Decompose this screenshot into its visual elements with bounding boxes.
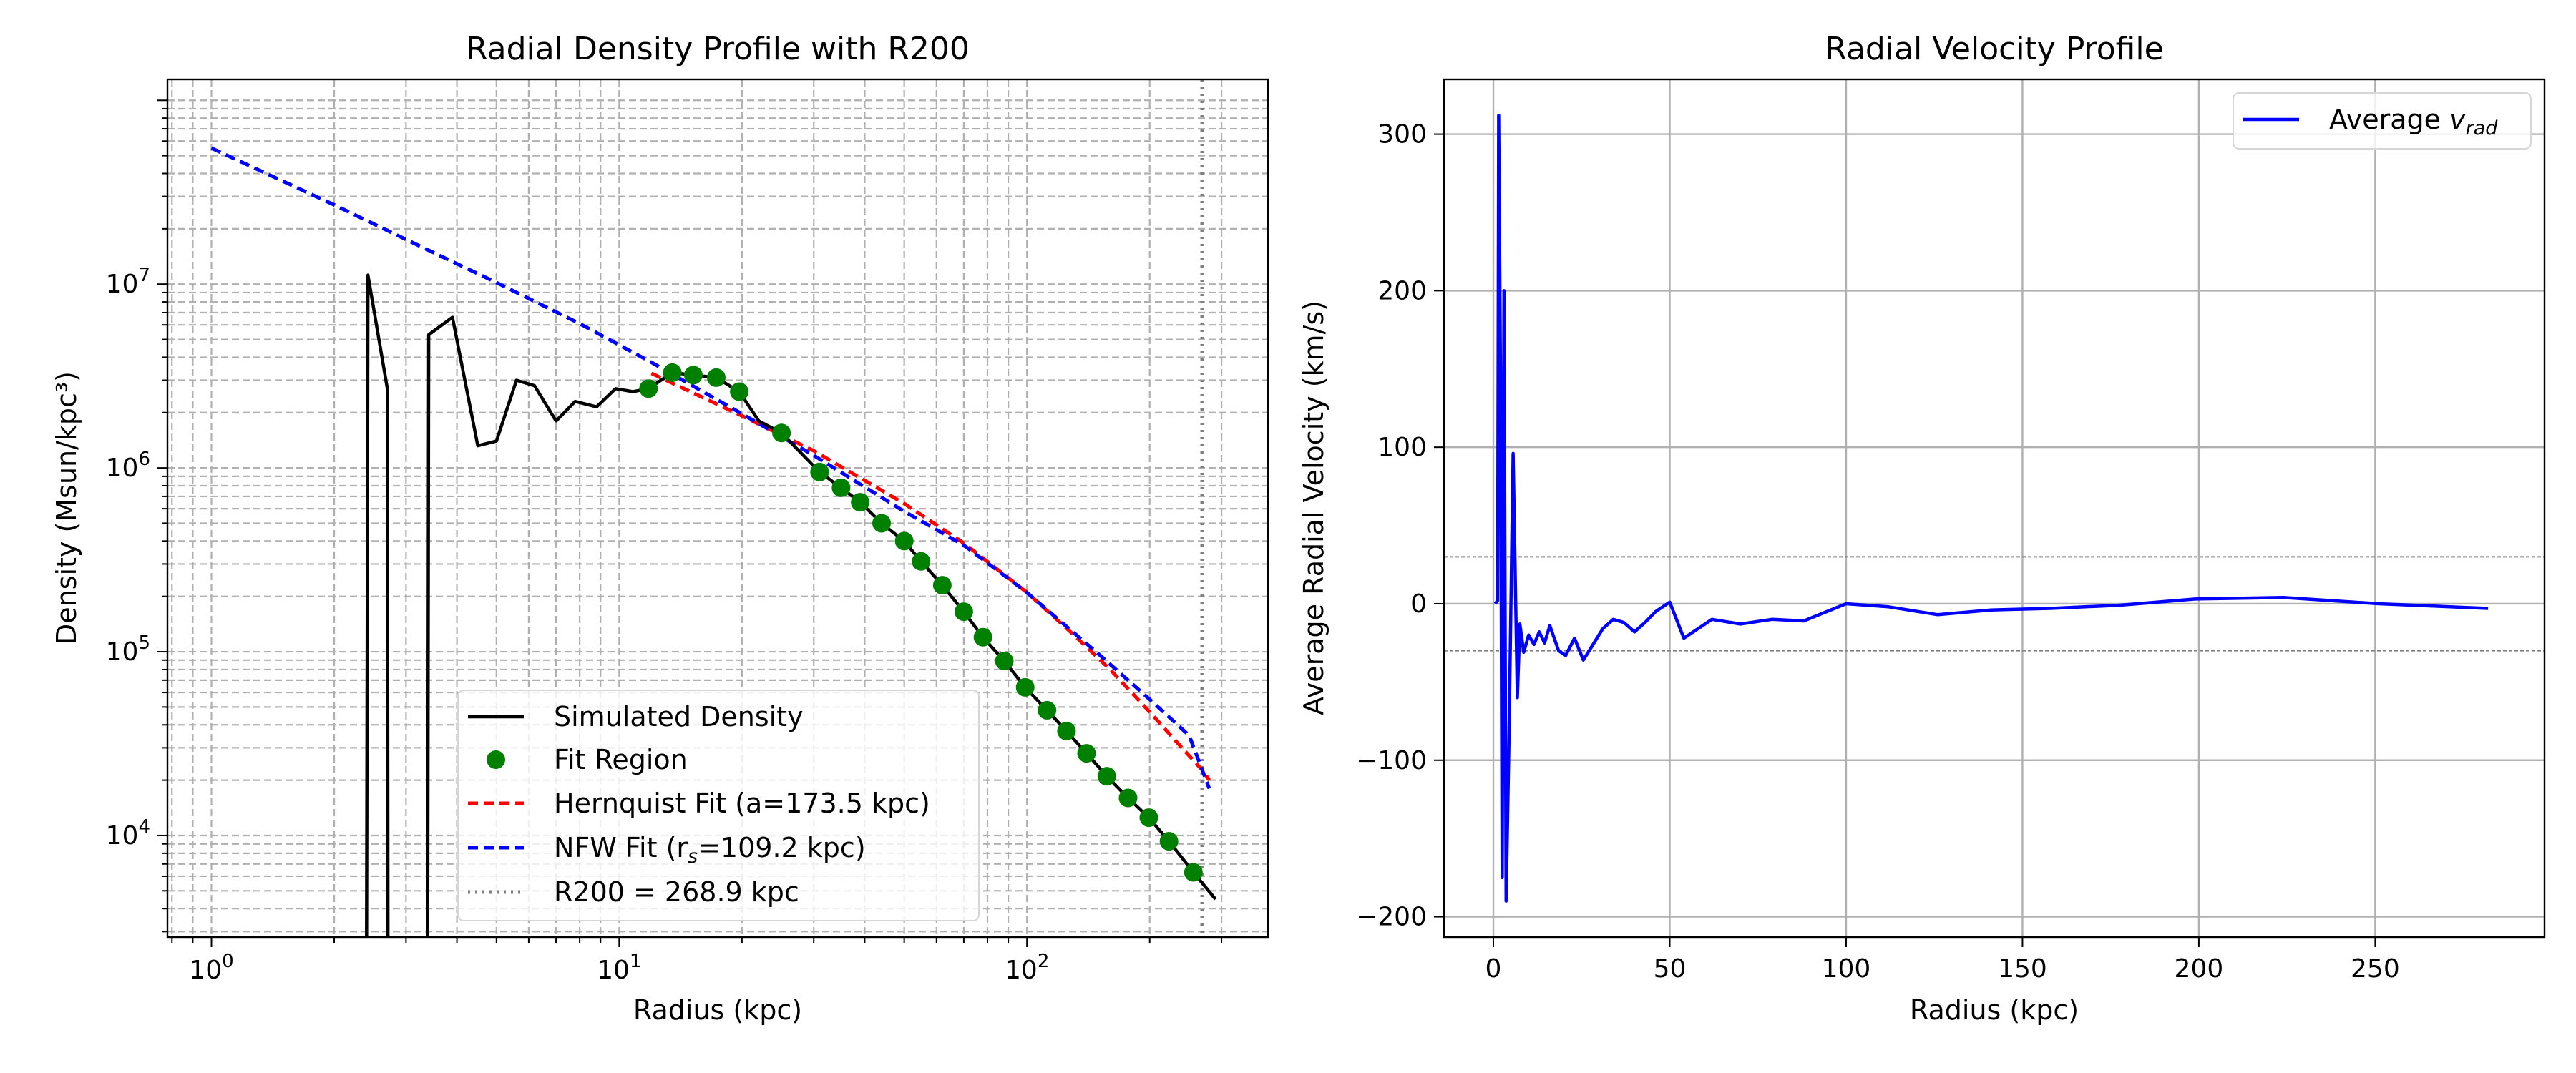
velocity-x-tick-label: 0: [1485, 954, 1502, 984]
legend-label-simulated: Simulated Density: [554, 701, 804, 733]
velocity-legend-box: [2233, 92, 2532, 150]
legend-subscript: s: [688, 846, 698, 868]
velocity-y-axis-label: Average Radial Velocity (km/s): [1298, 300, 1330, 715]
tick-exponent: 1: [630, 951, 642, 972]
legend-label-nfw: NFW Fit (rs=109.2 kpc): [554, 832, 866, 868]
legend-label-r200: R200 = 268.9 kpc: [554, 876, 799, 908]
velocity-x-tick-label: 250: [2351, 954, 2400, 984]
fit-region-point: [973, 627, 992, 647]
fit-region-point: [851, 493, 870, 512]
tick-exponent: 2: [1038, 951, 1050, 972]
legend-label-fit: Fit Region: [554, 744, 688, 775]
density-y-tick-label: 105: [106, 632, 150, 667]
tick-exponent: 0: [222, 951, 234, 972]
fit-region-point: [730, 382, 749, 401]
tick-base: 10: [189, 956, 222, 985]
velocity-x-axis-label: Radius (kpc): [1910, 994, 2079, 1026]
velocity-x-tick-label: 200: [2175, 954, 2224, 984]
velocity-y-tick-label: 100: [1377, 433, 1427, 462]
fit-region-point: [1077, 744, 1096, 763]
legend-label-hernquist: Hernquist Fit (a=173.5 kpc): [554, 788, 930, 819]
velocity-x-tick-label: 150: [1998, 954, 2047, 984]
fit-region-point: [912, 552, 931, 571]
density-y-axis-label: Density (Msun/kpc³): [51, 371, 82, 645]
density-y-tick-label: 106: [106, 449, 150, 483]
tick-base: 10: [1005, 956, 1038, 985]
tick-base: 10: [106, 454, 139, 483]
density-y-tick-label: 107: [106, 265, 150, 299]
fit-region-point: [810, 462, 829, 481]
velocity-y-tick-label: 0: [1410, 589, 1427, 619]
fit-region-point: [706, 368, 726, 387]
fit-region-point: [954, 602, 973, 622]
velocity-legend: Average vrad: [2233, 92, 2532, 150]
fit-region-point: [772, 423, 791, 443]
tick-exponent: 4: [138, 816, 150, 838]
velocity-ticks: 0 50 100 150 200 250 −200 −100 0 100 200 300: [1356, 120, 2400, 984]
legend-subscript: rad: [2466, 117, 2499, 139]
tick-base: 10: [597, 956, 630, 985]
legend-fit-swatch: [487, 750, 505, 769]
fit-region-point: [932, 576, 952, 595]
legend-text: NFW Fit (r: [554, 832, 688, 863]
velocity-chart: Radial Velocity Profile 0 50 100 150 200 250 −…: [1298, 31, 2546, 1026]
density-x-axis-label: Radius (kpc): [633, 994, 802, 1026]
fit-region-point: [1097, 767, 1116, 786]
tick-base: 10: [106, 821, 139, 851]
fit-region-point: [1184, 863, 1203, 882]
fit-region-point: [894, 531, 914, 551]
legend-label-vrad: Average vrad: [2329, 104, 2498, 139]
tick-base: 10: [106, 637, 139, 667]
velocity-y-tick-label: −200: [1356, 903, 1427, 932]
legend-text: =109.2 kpc): [698, 832, 866, 863]
velocity-y-tick-label: 200: [1377, 276, 1427, 305]
velocity-y-tick-label: −100: [1356, 746, 1427, 775]
fit-region-point: [1118, 788, 1138, 808]
density-legend-box: [457, 690, 980, 921]
velocity-plot-area: [1444, 114, 2545, 903]
density-chart: Radial Density Profile with R200 100 101 1…: [51, 31, 1269, 1026]
fit-region-point: [1038, 700, 1057, 720]
fit-region-point: [872, 514, 892, 533]
density-chart-title: Radial Density Profile with R200: [466, 31, 970, 67]
fit-region-point: [639, 379, 658, 398]
tick-base: 10: [106, 270, 139, 299]
fit-region-point: [1159, 832, 1179, 851]
fit-region-point: [995, 652, 1014, 671]
density-legend: Simulated Density Fit Region Hernquist Fit…: [457, 690, 980, 921]
velocity-x-tick-label: 100: [1822, 954, 1871, 984]
legend-text: Average: [2329, 104, 2449, 135]
velocity-line: [1493, 114, 2489, 903]
fit-region-point: [1139, 808, 1158, 828]
density-y-tick-label: 104: [106, 816, 150, 851]
velocity-y-tick-label: 300: [1377, 120, 1427, 150]
legend-italic: v: [2449, 104, 2466, 135]
tick-exponent: 7: [138, 265, 150, 286]
velocity-grid: [1444, 79, 2545, 937]
velocity-x-tick-label: 50: [1654, 954, 1687, 984]
fit-region-point: [1057, 721, 1076, 740]
density-x-tick-label: 101: [597, 951, 641, 985]
density-x-tick-label: 102: [1005, 951, 1049, 985]
density-plot-area: [210, 79, 1217, 937]
fit-region-point: [1015, 677, 1035, 697]
tick-exponent: 5: [138, 632, 150, 654]
density-x-tick-label: 100: [189, 951, 233, 985]
fit-region-point: [831, 478, 851, 497]
fit-region-point: [663, 363, 682, 382]
tick-exponent: 6: [138, 449, 150, 470]
velocity-plot-frame: [1443, 78, 2546, 939]
hernquist-fit-line: [650, 371, 1211, 782]
fit-region-point: [683, 366, 703, 385]
velocity-chart-title: Radial Velocity Profile: [1825, 31, 2163, 67]
nfw-fit-line: [210, 146, 1211, 790]
